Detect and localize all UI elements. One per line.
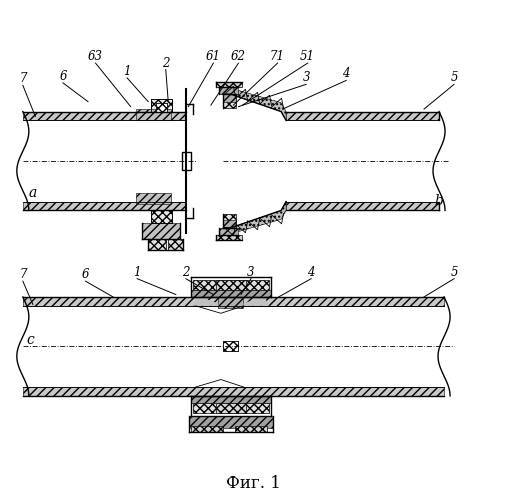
Bar bbox=[183, 152, 191, 170]
Bar bbox=[224, 95, 236, 108]
Text: 51: 51 bbox=[300, 50, 315, 63]
Bar bbox=[142, 223, 180, 239]
Text: 1: 1 bbox=[133, 266, 141, 278]
Bar bbox=[189, 416, 273, 428]
Text: c: c bbox=[26, 333, 34, 347]
Polygon shape bbox=[243, 296, 269, 306]
Text: a: a bbox=[29, 186, 37, 200]
Bar bbox=[156, 102, 167, 112]
Bar bbox=[286, 202, 439, 210]
Bar bbox=[224, 342, 238, 351]
Bar bbox=[224, 214, 236, 227]
Bar bbox=[224, 342, 238, 351]
Bar bbox=[216, 404, 246, 413]
Text: 71: 71 bbox=[270, 50, 285, 63]
Bar bbox=[220, 87, 238, 94]
Bar bbox=[235, 426, 267, 432]
Bar bbox=[191, 396, 271, 404]
Bar bbox=[191, 290, 271, 297]
Text: 5: 5 bbox=[450, 266, 458, 278]
Bar bbox=[23, 202, 186, 210]
Text: 2: 2 bbox=[182, 266, 190, 278]
Bar bbox=[216, 235, 242, 240]
Text: 4: 4 bbox=[307, 266, 315, 278]
Bar bbox=[286, 112, 439, 120]
Text: 2: 2 bbox=[162, 56, 169, 70]
Bar bbox=[216, 82, 242, 87]
Bar bbox=[168, 239, 184, 250]
Text: 7: 7 bbox=[19, 72, 26, 86]
Text: 7: 7 bbox=[19, 268, 26, 281]
Bar bbox=[156, 102, 167, 112]
Text: 5: 5 bbox=[450, 72, 458, 85]
Bar bbox=[224, 94, 236, 102]
Bar bbox=[23, 297, 444, 306]
Text: b: b bbox=[434, 194, 444, 207]
Bar bbox=[151, 210, 172, 223]
Text: 6: 6 bbox=[59, 70, 67, 83]
Bar bbox=[224, 220, 236, 228]
Polygon shape bbox=[193, 296, 219, 306]
Text: Фиг. 1: Фиг. 1 bbox=[226, 475, 281, 492]
Bar bbox=[219, 297, 243, 308]
Text: 63: 63 bbox=[88, 50, 103, 63]
Bar bbox=[193, 280, 269, 289]
Text: 4: 4 bbox=[343, 68, 350, 80]
Bar bbox=[148, 239, 166, 250]
Text: 61: 61 bbox=[206, 50, 221, 63]
Polygon shape bbox=[224, 202, 286, 235]
Bar bbox=[136, 109, 171, 120]
Text: 6: 6 bbox=[82, 268, 89, 281]
Text: 62: 62 bbox=[231, 50, 246, 63]
Bar bbox=[193, 404, 269, 413]
Polygon shape bbox=[224, 87, 286, 120]
Bar bbox=[151, 99, 172, 112]
Bar bbox=[220, 228, 238, 235]
Text: 3: 3 bbox=[302, 72, 310, 85]
Bar bbox=[216, 280, 246, 289]
Bar bbox=[23, 112, 186, 120]
Bar bbox=[136, 192, 171, 204]
Text: 3: 3 bbox=[247, 266, 255, 278]
Text: 1: 1 bbox=[123, 65, 131, 78]
Bar bbox=[191, 426, 223, 432]
Bar bbox=[23, 387, 444, 396]
